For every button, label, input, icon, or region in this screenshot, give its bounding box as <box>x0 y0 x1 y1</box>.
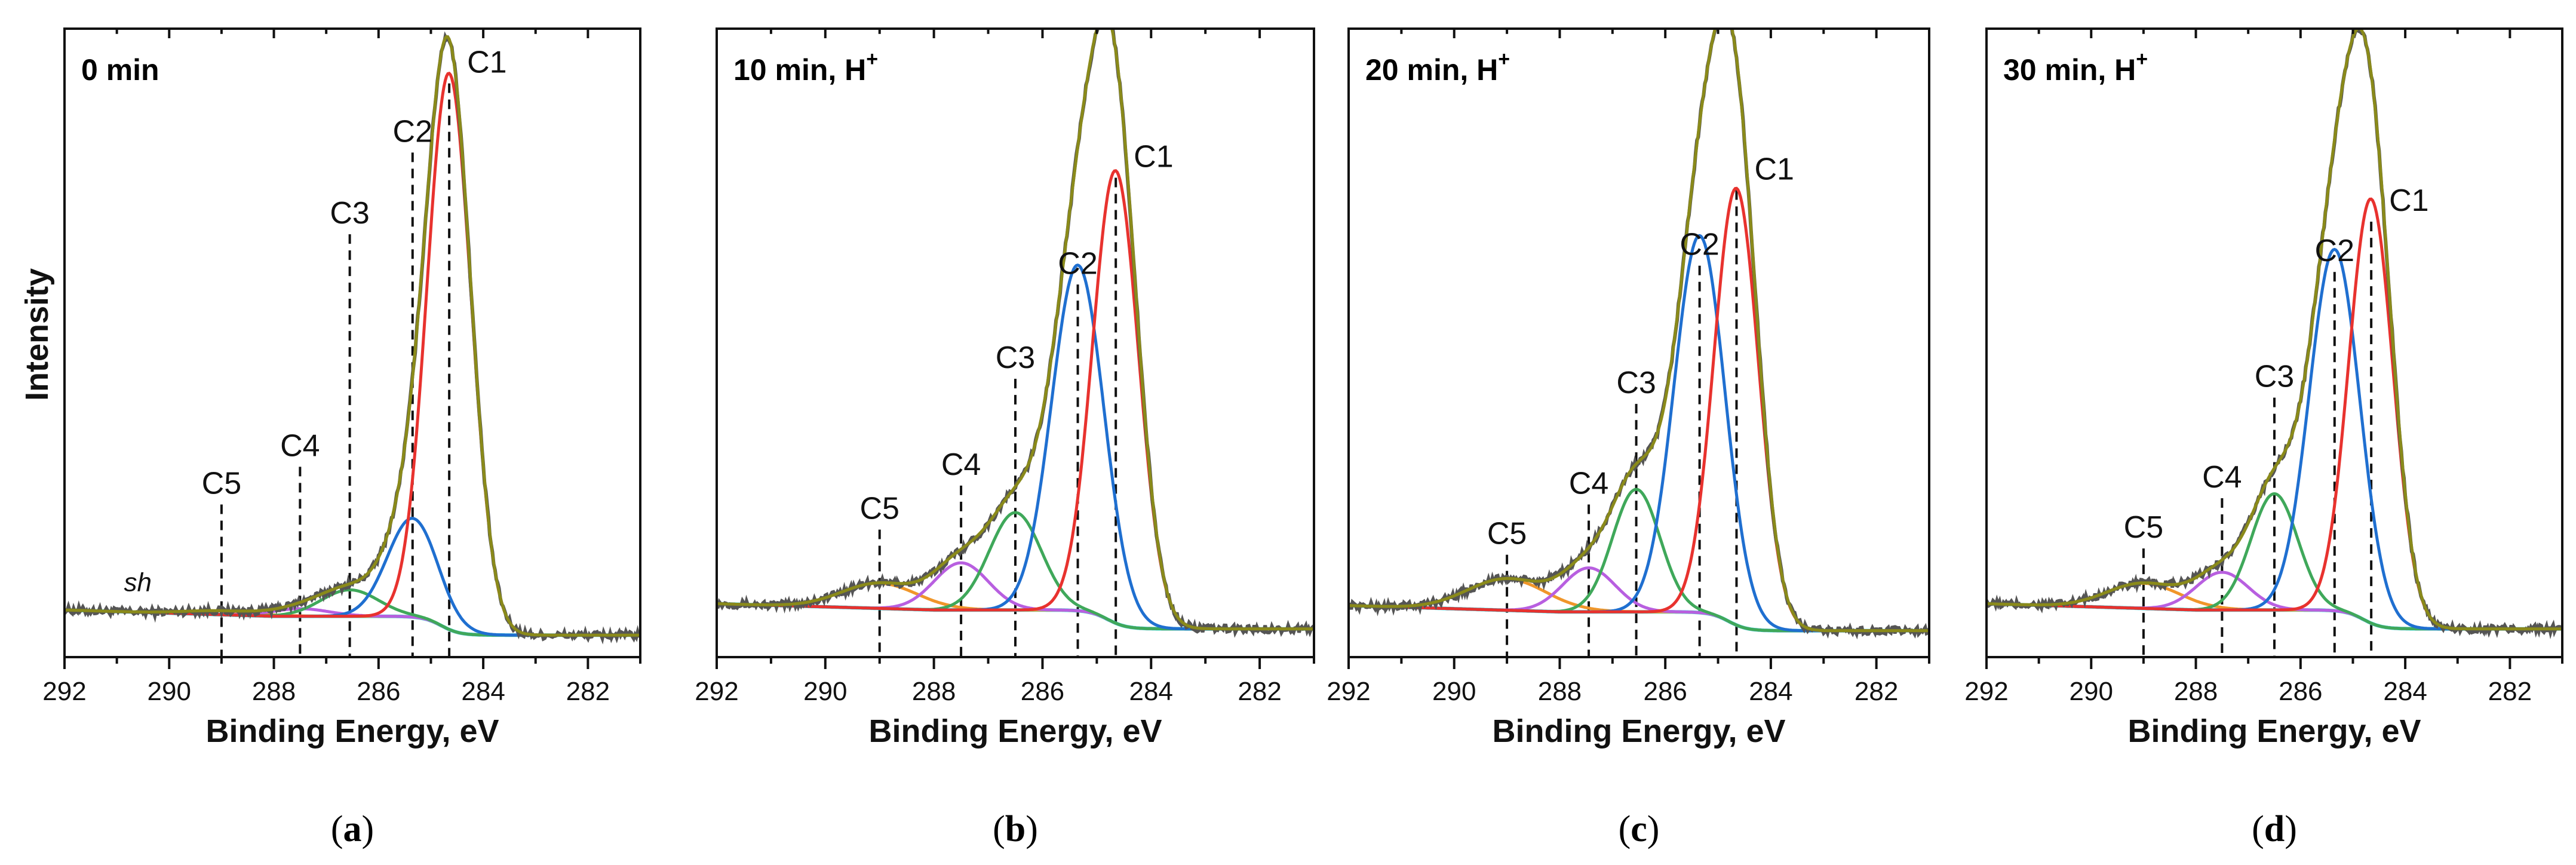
subfigure-letter: d <box>2264 809 2285 849</box>
subfigure-label: (d) <box>2252 809 2297 849</box>
plot-frame <box>716 27 1315 658</box>
plot-area <box>1349 29 1929 657</box>
peak-label-c2: C2 <box>1680 228 1719 262</box>
peak-c4 <box>1349 566 1929 633</box>
panel-b: 292 290 288 286 284 282 Binding Energy, eV 10 m… <box>695 27 1315 849</box>
peak-label-c5: C5 <box>202 466 241 501</box>
peak-label-c3: C3 <box>1616 366 1656 400</box>
x-tick-label: 292 <box>42 677 86 706</box>
x-tick-label: 288 <box>912 677 956 706</box>
y-axis-label: Intensity <box>19 268 55 401</box>
panel-title: 10 min, H+ <box>733 48 878 87</box>
peak-label-c5: C5 <box>859 492 899 526</box>
peak-label-c1: C1 <box>1754 152 1794 186</box>
x-tick-label: 288 <box>252 677 296 706</box>
envelope-fit <box>65 35 640 637</box>
x-tick-label: 292 <box>1327 677 1370 706</box>
peak-label-c3: C3 <box>996 341 1035 375</box>
panels: 292 290 288 286 284 282 Binding Energy, eV 0 mi… <box>42 27 2563 849</box>
x-axis-label: Binding Energy, eV <box>205 713 499 749</box>
x-tick-label: 292 <box>695 677 738 706</box>
panel-title: 20 min, H+ <box>1365 48 1510 87</box>
x-tick-label: 282 <box>2488 677 2532 706</box>
plot-area <box>65 31 640 657</box>
x-tick-label: 286 <box>357 677 400 706</box>
panel-title: 0 min <box>81 53 159 87</box>
raw-spectrum <box>1349 29 1929 640</box>
plot-frame <box>1347 27 1930 658</box>
peak-label-c5: C5 <box>1487 517 1527 551</box>
x-tick-label: 284 <box>1749 677 1792 706</box>
envelope-fit <box>1987 29 2562 631</box>
x-tick-label: 282 <box>1238 677 1281 706</box>
x-tick-label: 286 <box>1643 677 1687 706</box>
panel-d: 292 290 288 286 284 282 Binding Energy, eV 30 m… <box>1964 27 2563 849</box>
peak-label-c4: C4 <box>2202 460 2242 495</box>
peak-label-c3: C3 <box>2255 360 2294 394</box>
subfigure-label: (b) <box>993 809 1038 849</box>
plot-area <box>1987 29 2562 657</box>
peak-c1 <box>65 71 640 637</box>
plot-frame <box>63 27 641 658</box>
x-tick-label: 290 <box>148 677 191 706</box>
peak-label-c2: C2 <box>393 114 432 149</box>
peak-label-c3: C3 <box>330 196 369 231</box>
subfigure-letter: c <box>1631 809 1647 849</box>
subfigure-label: (a) <box>331 809 374 849</box>
peak-c1 <box>1349 186 1929 633</box>
x-axis-label: Binding Energy, eV <box>1492 713 1785 749</box>
raw-spectrum <box>65 31 640 645</box>
raw-spectrum <box>717 29 1314 638</box>
title-superscript: + <box>2136 48 2148 70</box>
x-tick-label: 286 <box>2279 677 2322 706</box>
plot-frame <box>1985 27 2563 658</box>
x-tick-label: 284 <box>1129 677 1173 706</box>
peak-c2 <box>1349 234 1929 633</box>
x-axis-label: Binding Energy, eV <box>2127 713 2421 749</box>
x-tick-label: 282 <box>566 677 610 706</box>
peak-label-c1: C1 <box>2389 183 2428 218</box>
subfigure-letter: a <box>343 809 362 849</box>
x-tick-label: 290 <box>2070 677 2113 706</box>
peak-label-c1: C1 <box>467 45 506 80</box>
peak-label-c4: C4 <box>280 428 320 463</box>
title-superscript: + <box>1498 48 1510 70</box>
x-tick-label: 284 <box>2383 677 2427 706</box>
peak-label-c2: C2 <box>2315 234 2354 268</box>
x-tick-label: 288 <box>1538 677 1582 706</box>
peak-label-c4: C4 <box>1569 466 1608 501</box>
panel-a: 292 290 288 286 284 282 Binding Energy, eV 0 mi… <box>42 27 641 849</box>
x-tick-label: 290 <box>803 677 847 706</box>
panel-title: 30 min, H+ <box>2003 48 2148 87</box>
shoulder-annotation: sh <box>124 568 151 597</box>
x-tick-label: 284 <box>461 677 505 706</box>
envelope-fit <box>1349 29 1929 633</box>
plot-area <box>717 29 1314 657</box>
x-tick-label: 282 <box>1855 677 1898 706</box>
title-superscript: + <box>866 48 878 70</box>
envelope-fit <box>717 29 1314 631</box>
x-tick-label: 288 <box>2174 677 2218 706</box>
peak-label-c2: C2 <box>1058 246 1097 281</box>
x-tick-label: 290 <box>1432 677 1476 706</box>
subfigure-letter: b <box>1005 809 1026 849</box>
subfigure-label: (c) <box>1619 809 1660 849</box>
x-tick-label: 292 <box>1964 677 2008 706</box>
peak-label-c1: C1 <box>1134 139 1173 174</box>
panel-c: 292 290 288 286 284 282 Binding Energy, eV 20 m… <box>1327 27 1930 849</box>
peak-label-c4: C4 <box>941 447 981 482</box>
x-tick-label: 286 <box>1021 677 1064 706</box>
x-axis-label: Binding Energy, eV <box>868 713 1162 749</box>
peak-label-c5: C5 <box>2124 510 2163 545</box>
raw-spectrum <box>1987 29 2562 640</box>
